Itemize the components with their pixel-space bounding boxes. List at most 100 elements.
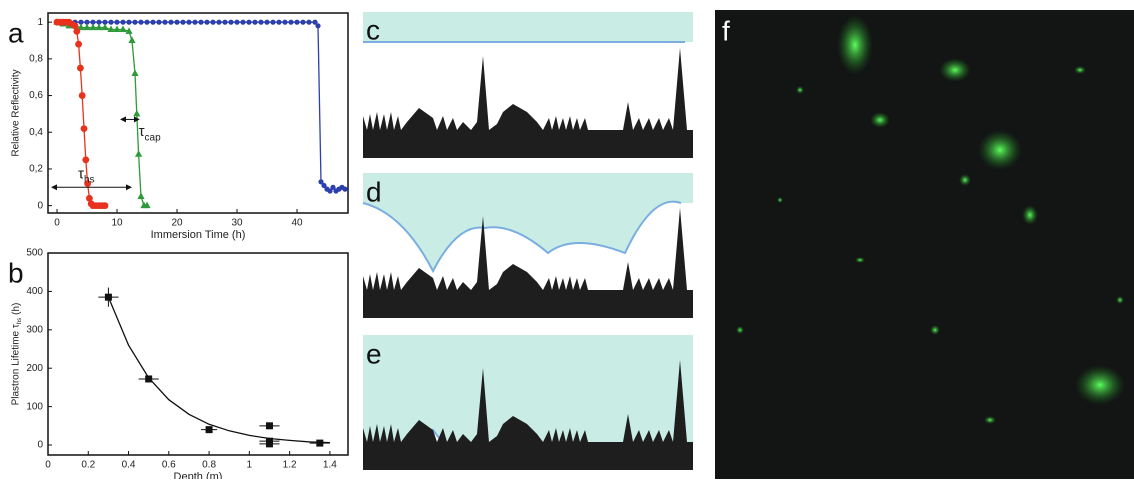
panel-f (715, 10, 1134, 479)
marker (246, 20, 251, 25)
x-tick-label: 10 (111, 218, 123, 229)
cell (1075, 365, 1125, 405)
marker (240, 20, 245, 25)
marker (228, 20, 233, 25)
marker (138, 20, 143, 25)
y-tick-label: 0,6 (29, 90, 43, 101)
x-tick-label: 0.2 (81, 460, 95, 471)
marker (162, 20, 167, 25)
marker (276, 20, 281, 25)
marker (102, 202, 109, 209)
marker (82, 156, 89, 163)
panel-label: e (366, 338, 382, 369)
marker (156, 20, 161, 25)
marker (89, 24, 96, 31)
marker (132, 20, 137, 25)
marker (135, 150, 142, 157)
x-axis-label: Immersion Time (h) (151, 229, 246, 241)
marker (342, 187, 347, 192)
panel-d (363, 173, 693, 318)
x-tick-label: 1.4 (323, 460, 337, 471)
y-tick-label: 0,8 (29, 54, 43, 65)
series-line (108, 297, 329, 443)
marker (150, 20, 155, 25)
panel-label: d (366, 176, 382, 207)
marker (192, 20, 197, 25)
x-tick-label: 1.2 (283, 460, 297, 471)
cell (796, 86, 804, 94)
cell (736, 326, 744, 334)
marker (316, 440, 323, 447)
annotation-sub: hs (84, 175, 95, 186)
marker (144, 20, 149, 25)
marker (222, 20, 227, 25)
annotation: τcap (139, 123, 161, 143)
micrograph (715, 10, 1134, 479)
marker (206, 426, 213, 433)
marker (95, 24, 102, 31)
marker (266, 422, 273, 429)
marker (77, 65, 84, 72)
cell (870, 112, 890, 128)
y-tick-label: 0 (37, 200, 43, 211)
marker (113, 26, 120, 32)
marker (198, 20, 203, 25)
y-tick-label: 100 (26, 401, 43, 412)
cell (1022, 205, 1038, 225)
panel-label: a (8, 17, 24, 48)
cell (930, 325, 940, 335)
series-line (57, 22, 147, 205)
marker (75, 41, 82, 48)
marker (315, 23, 320, 28)
y-tick-label: 200 (26, 363, 43, 374)
y-tick-label: 300 (26, 324, 43, 335)
marker (119, 26, 126, 32)
page: {"chart_data":[ {"type":"line","label":"… (0, 0, 1134, 484)
x-tick-label: 30 (231, 218, 243, 229)
marker (288, 20, 293, 25)
marker (79, 92, 86, 99)
y-axis-label: Plastron Lifetime τhs(h) (11, 303, 23, 406)
x-tick-label: 0.6 (162, 460, 176, 471)
marker (306, 20, 311, 25)
marker (128, 37, 135, 44)
y-tick-label: 0,4 (29, 127, 43, 138)
x-tick-label: 1 (247, 460, 253, 471)
marker (294, 20, 299, 25)
marker (174, 20, 179, 25)
marker (204, 20, 209, 25)
series-line (57, 22, 345, 191)
x-tick-label: 0.4 (122, 460, 136, 471)
x-tick-label: 0.8 (202, 460, 216, 471)
marker (120, 20, 125, 25)
marker (101, 24, 108, 31)
marker (133, 110, 140, 117)
panel-label: f (722, 15, 730, 46)
y-axis-label: Relative Reflectivity (11, 69, 22, 156)
y-tick-label: 1 (37, 17, 43, 28)
x-tick-label: 40 (291, 218, 303, 229)
marker (73, 28, 80, 35)
cell (959, 174, 971, 186)
marker (282, 20, 287, 25)
y-axis-label-sub: hs (17, 318, 23, 324)
cell (1074, 66, 1086, 74)
x-axis-label: Depth (m) (174, 471, 223, 479)
panel-c (363, 12, 693, 158)
cell (984, 416, 996, 424)
marker (108, 20, 113, 25)
panel-label: b (8, 257, 24, 288)
marker (258, 20, 263, 25)
marker (210, 20, 215, 25)
y-tick-label: 0,2 (29, 164, 43, 175)
marker (186, 20, 191, 25)
cell (978, 130, 1022, 170)
y-tick-label: 500 (26, 248, 43, 259)
marker (270, 20, 275, 25)
marker (216, 20, 221, 25)
marker (266, 440, 273, 447)
marker (126, 20, 131, 25)
plot-frame (48, 253, 348, 455)
cell (855, 257, 865, 263)
panel-e (363, 335, 693, 470)
